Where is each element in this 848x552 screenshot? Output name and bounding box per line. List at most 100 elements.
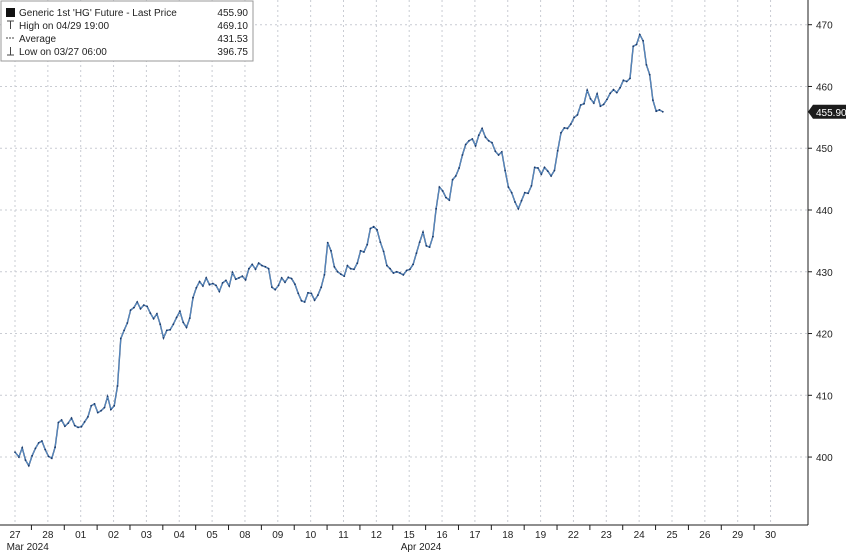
data-point bbox=[566, 127, 569, 130]
y-tick-label-420: 420 bbox=[816, 330, 833, 341]
data-point bbox=[579, 104, 582, 106]
data-point bbox=[583, 102, 585, 105]
data-point bbox=[303, 301, 306, 303]
data-point bbox=[543, 166, 546, 169]
data-point bbox=[471, 138, 474, 140]
data-point bbox=[175, 316, 178, 319]
data-point bbox=[556, 149, 559, 152]
x-tick-label-22: 22 bbox=[568, 530, 580, 541]
x-tick-label-16: 16 bbox=[436, 530, 448, 541]
data-point bbox=[451, 178, 454, 181]
data-point bbox=[514, 201, 516, 203]
data-point bbox=[320, 286, 323, 289]
data-point bbox=[369, 227, 372, 230]
data-point bbox=[586, 89, 589, 92]
data-point bbox=[231, 271, 234, 274]
data-point bbox=[238, 277, 240, 279]
x-tick-label-12: 12 bbox=[371, 530, 383, 541]
x-tick-label-03: 03 bbox=[141, 530, 153, 541]
data-point bbox=[632, 45, 635, 48]
last-price-tag: 455.90 bbox=[808, 104, 847, 119]
data-point bbox=[317, 294, 319, 297]
data-point bbox=[642, 39, 644, 42]
last-price-tag-label: 455.90 bbox=[816, 108, 847, 119]
data-point bbox=[537, 167, 539, 169]
data-point bbox=[264, 265, 267, 268]
data-point bbox=[50, 457, 53, 460]
x-tick-label-02: 02 bbox=[108, 530, 120, 541]
data-point bbox=[100, 409, 102, 412]
data-point bbox=[113, 404, 116, 407]
data-point bbox=[136, 301, 139, 303]
data-point bbox=[93, 403, 96, 405]
data-point bbox=[300, 299, 303, 302]
data-point bbox=[477, 134, 480, 137]
data-point bbox=[340, 273, 342, 276]
data-point bbox=[648, 73, 651, 76]
data-point bbox=[254, 268, 257, 271]
data-point bbox=[156, 312, 158, 315]
data-point bbox=[652, 99, 654, 101]
data-point bbox=[149, 312, 152, 314]
data-point bbox=[103, 406, 106, 409]
data-point bbox=[271, 286, 273, 289]
data-point bbox=[448, 199, 451, 202]
data-point bbox=[37, 442, 40, 444]
data-point bbox=[343, 275, 346, 277]
data-point bbox=[152, 317, 155, 320]
data-point bbox=[14, 451, 16, 453]
data-point bbox=[277, 284, 280, 287]
data-point bbox=[494, 150, 497, 153]
data-point bbox=[162, 337, 165, 339]
data-point bbox=[615, 91, 618, 94]
data-point bbox=[267, 267, 270, 270]
y-tick-label-450: 450 bbox=[816, 144, 833, 155]
data-point bbox=[454, 175, 457, 177]
y-tick-label-440: 440 bbox=[816, 206, 833, 217]
data-point bbox=[441, 190, 444, 192]
data-point bbox=[599, 105, 602, 108]
x-tick-label-08: 08 bbox=[239, 530, 251, 541]
data-point bbox=[294, 283, 296, 285]
data-point bbox=[67, 422, 70, 424]
data-point bbox=[461, 154, 464, 156]
data-point bbox=[655, 110, 658, 113]
data-point bbox=[106, 395, 109, 398]
data-point bbox=[73, 424, 76, 427]
data-point bbox=[274, 288, 277, 291]
x-tick-label-10: 10 bbox=[305, 530, 317, 541]
data-point bbox=[241, 275, 244, 277]
legend: Generic 1st 'HG' Future - Last Price 455.… bbox=[0, 0, 254, 62]
data-point bbox=[418, 241, 421, 244]
data-point bbox=[349, 267, 352, 270]
data-point bbox=[569, 123, 572, 125]
data-point bbox=[221, 282, 224, 284]
data-point bbox=[445, 196, 447, 199]
low-marker-icon bbox=[7, 47, 14, 56]
data-point bbox=[172, 323, 175, 326]
data-point bbox=[573, 116, 575, 119]
data-point bbox=[146, 305, 149, 308]
x-tick-label-17: 17 bbox=[469, 530, 481, 541]
data-point bbox=[70, 417, 73, 419]
data-point bbox=[468, 139, 470, 142]
data-point bbox=[376, 228, 378, 231]
data-point bbox=[119, 337, 122, 340]
data-point bbox=[110, 408, 112, 411]
data-point bbox=[310, 292, 313, 295]
x-tick-label-05: 05 bbox=[207, 530, 219, 541]
data-point bbox=[386, 264, 388, 267]
data-point bbox=[280, 277, 283, 279]
data-point bbox=[202, 285, 204, 287]
data-point bbox=[83, 421, 86, 423]
data-point bbox=[520, 199, 523, 202]
data-point bbox=[405, 269, 408, 272]
data-point bbox=[625, 80, 628, 83]
legend-label: Generic 1st 'HG' Future - Last Price bbox=[19, 8, 177, 19]
data-point bbox=[622, 79, 625, 82]
data-point bbox=[41, 440, 43, 442]
data-point bbox=[533, 166, 536, 169]
data-point bbox=[661, 110, 664, 113]
data-point bbox=[21, 446, 24, 449]
data-point bbox=[323, 274, 326, 276]
